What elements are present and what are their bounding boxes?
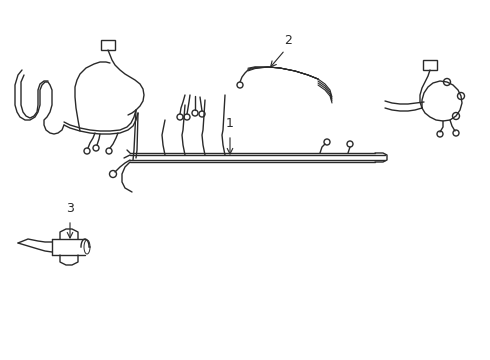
Text: 2: 2 <box>284 34 292 47</box>
Text: 1: 1 <box>226 117 234 130</box>
Text: 3: 3 <box>66 202 74 215</box>
